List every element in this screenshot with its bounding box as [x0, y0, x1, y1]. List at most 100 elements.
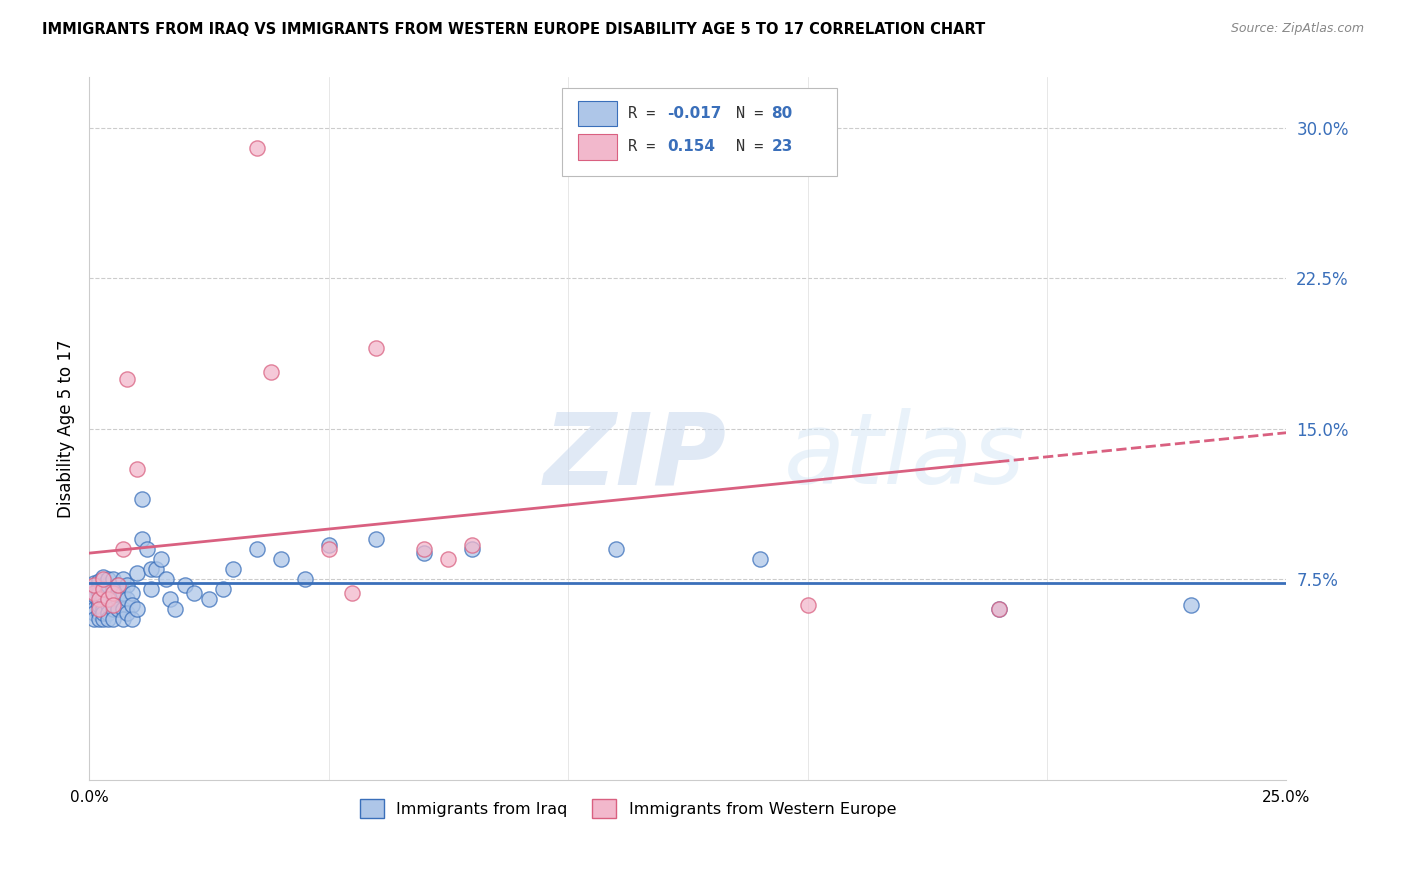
- Point: [101, 599, 124, 613]
- Point: [131, 491, 153, 506]
- Point: [83, 588, 105, 602]
- Point: [93, 607, 115, 621]
- Text: N =: N =: [735, 139, 772, 154]
- Point: [83, 578, 105, 592]
- Point: [270, 552, 292, 566]
- Point: [246, 141, 269, 155]
- Point: [107, 592, 129, 607]
- Point: [183, 586, 205, 600]
- Point: [83, 602, 105, 616]
- Point: [131, 532, 153, 546]
- Point: [87, 596, 110, 610]
- Point: [97, 607, 120, 621]
- Point: [318, 538, 340, 552]
- Point: [125, 566, 148, 581]
- Point: [93, 582, 115, 597]
- Point: [97, 612, 120, 626]
- Point: [87, 612, 110, 626]
- Text: ZIP: ZIP: [544, 409, 727, 505]
- Point: [141, 582, 163, 597]
- Point: [101, 592, 124, 607]
- Point: [366, 532, 388, 546]
- Point: [173, 578, 195, 592]
- Point: [121, 586, 143, 600]
- Point: [125, 602, 148, 616]
- Point: [97, 586, 120, 600]
- Text: atlas: atlas: [783, 409, 1025, 505]
- Point: [198, 592, 221, 607]
- Point: [83, 586, 105, 600]
- Point: [83, 578, 105, 592]
- Point: [87, 586, 110, 600]
- Point: [101, 612, 124, 626]
- Point: [101, 602, 124, 616]
- Text: N =: N =: [735, 106, 772, 120]
- Point: [107, 578, 129, 592]
- Point: [437, 552, 460, 566]
- Point: [796, 599, 818, 613]
- Point: [342, 586, 364, 600]
- Point: [121, 612, 143, 626]
- Text: 80: 80: [772, 106, 793, 120]
- Point: [111, 612, 134, 626]
- Point: [97, 599, 120, 613]
- Point: [87, 607, 110, 621]
- Point: [145, 562, 167, 576]
- Point: [101, 586, 124, 600]
- Point: [83, 586, 105, 600]
- Text: 0.154: 0.154: [668, 139, 716, 154]
- Point: [111, 586, 134, 600]
- Point: [93, 602, 115, 616]
- Point: [366, 342, 388, 356]
- Point: [97, 572, 120, 586]
- Text: R =: R =: [628, 106, 665, 120]
- Point: [149, 552, 172, 566]
- Point: [93, 591, 115, 605]
- Text: IMMIGRANTS FROM IRAQ VS IMMIGRANTS FROM WESTERN EUROPE DISABILITY AGE 5 TO 17 CO: IMMIGRANTS FROM IRAQ VS IMMIGRANTS FROM …: [42, 22, 986, 37]
- Point: [605, 542, 627, 557]
- Point: [93, 572, 115, 586]
- Legend: Immigrants from Iraq, Immigrants from Western Europe: Immigrants from Iraq, Immigrants from We…: [353, 792, 903, 825]
- Point: [135, 542, 157, 557]
- Point: [87, 578, 110, 592]
- Point: [246, 542, 269, 557]
- Point: [222, 562, 245, 576]
- FancyBboxPatch shape: [578, 135, 617, 160]
- Point: [111, 572, 134, 586]
- Point: [87, 592, 110, 607]
- FancyBboxPatch shape: [578, 101, 617, 126]
- Point: [97, 592, 120, 607]
- Text: 23: 23: [772, 139, 793, 154]
- Point: [83, 580, 105, 594]
- Y-axis label: Disability Age 5 to 17: Disability Age 5 to 17: [58, 340, 75, 518]
- Point: [212, 582, 235, 597]
- Point: [83, 592, 105, 607]
- Point: [461, 538, 484, 552]
- Point: [77, 592, 100, 607]
- Text: R =: R =: [628, 139, 673, 154]
- Point: [988, 602, 1011, 616]
- Point: [93, 570, 115, 584]
- Point: [101, 586, 124, 600]
- Point: [93, 612, 115, 626]
- Point: [87, 574, 110, 589]
- Point: [1180, 599, 1202, 613]
- Point: [93, 578, 115, 592]
- Point: [83, 607, 105, 621]
- Point: [294, 572, 316, 586]
- Point: [141, 562, 163, 576]
- Point: [111, 542, 134, 557]
- Point: [101, 582, 124, 597]
- Point: [117, 592, 139, 607]
- Point: [107, 602, 129, 616]
- Point: [83, 576, 105, 591]
- Point: [111, 602, 134, 616]
- Point: [83, 612, 105, 626]
- Point: [87, 584, 110, 599]
- Point: [159, 592, 181, 607]
- Point: [125, 462, 148, 476]
- Point: [165, 602, 187, 616]
- FancyBboxPatch shape: [562, 88, 838, 176]
- Point: [107, 586, 129, 600]
- Point: [117, 607, 139, 621]
